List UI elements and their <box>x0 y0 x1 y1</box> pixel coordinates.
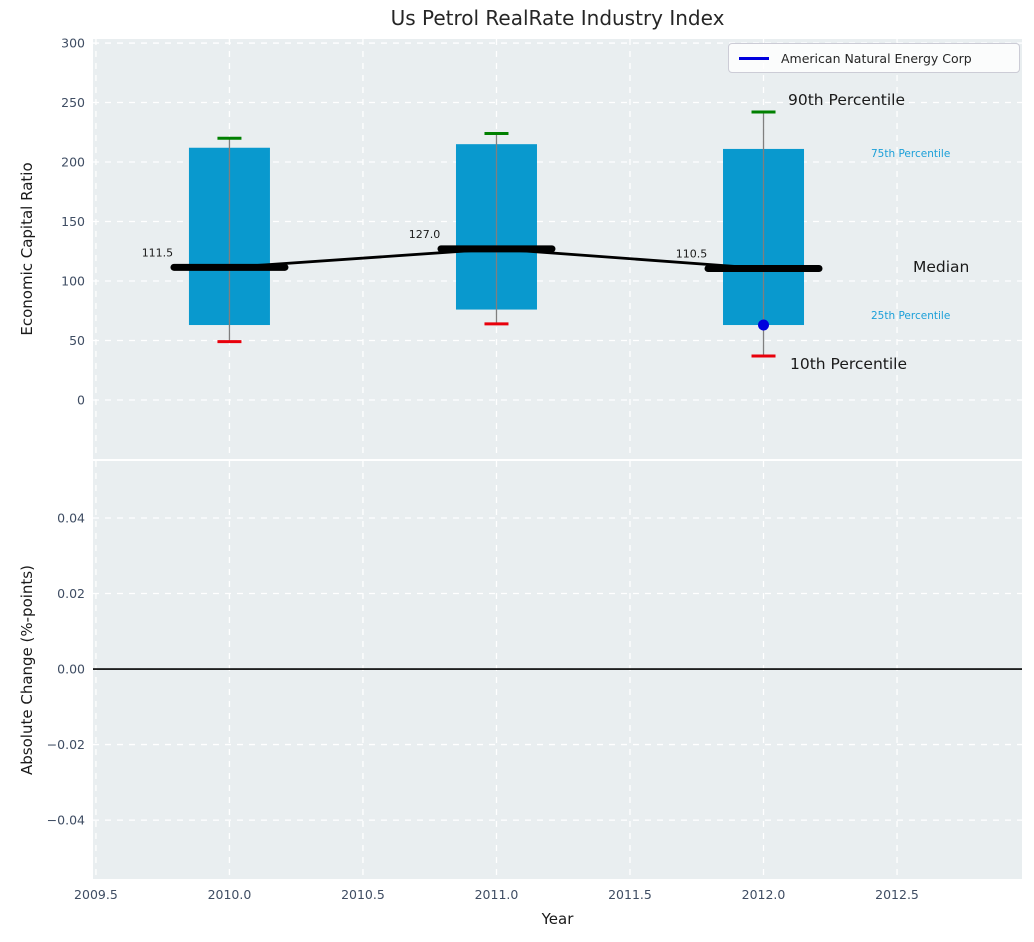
y-tick-label-top: 250 <box>61 95 85 110</box>
y-axis-label-top: Economic Capital Ratio <box>18 162 36 336</box>
y-tick-label-bottom: 0.04 <box>57 511 85 526</box>
median-value-label: 110.5 <box>676 248 708 261</box>
y-tick-label-top: 200 <box>61 155 85 170</box>
x-axis-label: Year <box>541 910 574 928</box>
x-tick-label: 2009.5 <box>74 887 118 902</box>
y-tick-label-top: 50 <box>69 333 85 348</box>
y-tick-label-top: 0 <box>77 392 85 407</box>
x-tick-label: 2012.0 <box>742 887 786 902</box>
legend-label: American Natural Energy Corp <box>781 50 972 66</box>
legend-line-swatch <box>739 56 769 60</box>
x-tick-label: 2010.0 <box>208 887 252 902</box>
annotation-75th-percentile: 75th Percentile <box>871 148 950 160</box>
y-tick-label-bottom: 0.02 <box>57 586 85 601</box>
x-tick-label: 2010.5 <box>341 887 385 902</box>
y-tick-label-bottom: 0.00 <box>57 662 85 677</box>
legend: American Natural Energy Corp <box>728 43 1020 73</box>
y-tick-label-top: 150 <box>61 214 85 229</box>
median-value-label: 111.5 <box>142 246 174 259</box>
x-tick-label: 2012.5 <box>875 887 919 902</box>
bottom-plot-background <box>93 461 1022 879</box>
annotation-90th-percentile: 90th Percentile <box>788 91 905 109</box>
x-tick-label: 2011.5 <box>608 887 652 902</box>
y-tick-label-top: 100 <box>61 274 85 289</box>
company-data-point <box>758 319 770 331</box>
y-axis-label-bottom: Absolute Change (%-points) <box>18 565 36 775</box>
annotation-median: Median <box>913 258 969 276</box>
median-value-label: 127.0 <box>409 228 441 241</box>
y-tick-label-bottom: −0.04 <box>47 813 85 828</box>
chart-title: Us Petrol RealRate Industry Index <box>390 6 725 30</box>
annotation-10th-percentile: 10th Percentile <box>790 355 907 373</box>
x-tick-label: 2011.0 <box>475 887 519 902</box>
y-tick-label-top: 300 <box>61 36 85 51</box>
annotation-25th-percentile: 25th Percentile <box>871 310 950 322</box>
y-tick-label-bottom: −0.02 <box>47 737 85 752</box>
